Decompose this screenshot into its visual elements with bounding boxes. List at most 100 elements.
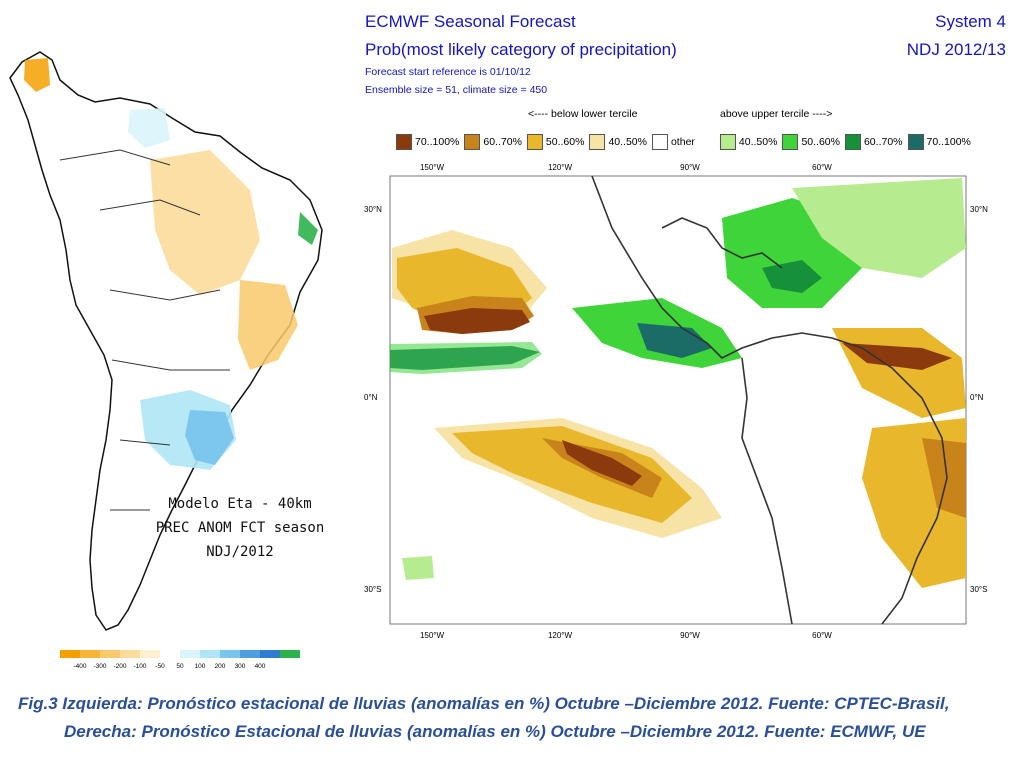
lon-tick-top: 120°W	[548, 163, 573, 172]
figure-caption: Fig.3 Izquierda: Pronóstico estacional d…	[18, 690, 1008, 746]
model-label: Modelo Eta - 40km PREC ANOM FCT season N…	[150, 492, 330, 564]
below-tercile-label: <---- below lower tercile	[528, 108, 638, 120]
ecmwf-subtitle: Prob(most likely category of precipitati…	[365, 40, 677, 59]
model-label-line-3: NDJ/2012	[206, 544, 274, 560]
patch-darkgreen-caribbean	[762, 260, 822, 293]
lon-tick-bottom: 120°W	[548, 631, 573, 640]
lat-tick-right: 30°N	[970, 205, 988, 214]
anomaly-patch-yellow-east	[238, 280, 298, 370]
legend-item: other	[651, 134, 695, 150]
country-borders	[59, 149, 230, 511]
colorbar-tick-label: 400	[255, 663, 266, 670]
colorbar-segment	[80, 650, 100, 658]
colorbar-tick-label: -200	[113, 663, 126, 670]
colorbar-segment	[100, 650, 120, 658]
ecmwf-title: ECMWF Seasonal Forecast	[365, 12, 576, 31]
legend-item: 40..50%	[589, 134, 647, 150]
legend-label: 50..60%	[801, 136, 840, 148]
legend-swatch	[464, 134, 481, 150]
legend-swatch	[651, 134, 668, 150]
lon-tick-top: 150°W	[420, 163, 445, 172]
lon-tick-bottom: 90°W	[680, 631, 700, 640]
colorbar-tick-label: 300	[235, 663, 246, 670]
colorbar-segment	[240, 650, 260, 658]
anomaly-patch-green-coast	[298, 212, 318, 245]
patch-yellow-south-pacific	[452, 426, 692, 523]
colorbar-segment	[180, 650, 200, 658]
model-label-line-2: PREC ANOM FCT season	[155, 520, 325, 536]
ecmwf-probability-map: 150°W 120°W 90°W 60°W 150°W 120°W 90°W 60°W 30°N…	[364, 163, 988, 640]
lon-tick-bottom: 60°W	[812, 631, 832, 640]
anomaly-patch-lightblue-amazon	[128, 108, 170, 148]
left-colorbar: -400 -300 -200 -100 -50 50 100 200 300 400	[60, 650, 300, 670]
lon-tick-bottom: 150°W	[420, 631, 445, 640]
legend-item: 70..100%	[396, 134, 459, 150]
probability-legend: 70..100% 60..70% 50..60% 40..50% other 40..50…	[396, 134, 976, 150]
patch-lightgreen-atlantic	[792, 178, 966, 278]
south-america-eta-map	[9, 51, 323, 631]
legend-label: 60..70%	[483, 136, 522, 148]
forecast-start-text: Forecast start reference is 01/10/12	[365, 66, 531, 78]
legend-label: 50..60%	[545, 136, 585, 148]
colorbar-segment	[160, 650, 180, 658]
legend-swatch	[719, 134, 736, 150]
legend-swatch	[907, 134, 924, 150]
anomaly-patch-orange-north	[24, 58, 50, 92]
patch-green-equator-west	[390, 342, 542, 374]
colorbar-tick-label: -50	[155, 663, 165, 670]
legend-label: other	[670, 136, 695, 148]
legend-label: 70..100%	[415, 136, 460, 148]
caption-line-1: Fig.3 Izquierda: Pronóstico estacional d…	[18, 694, 950, 713]
colorbar-tick-label: -300	[93, 663, 106, 670]
colorbar-segment	[220, 650, 240, 658]
patch-teal-central-america	[637, 323, 712, 358]
colorbar-tick-label: 200	[215, 663, 226, 670]
legend-swatch	[782, 134, 799, 150]
patch-brown-south-pacific	[562, 440, 642, 486]
lat-tick-right: 30°S	[970, 585, 987, 594]
ensemble-size-text: Ensemble size = 51, climate size = 450	[365, 84, 548, 96]
caption-line-2: Derecha: Pronóstico Estacional de lluvia…	[64, 722, 926, 741]
system-label: System 4	[935, 12, 1006, 31]
legend-label: 40..50%	[738, 136, 778, 148]
anomaly-patch-beige-central	[150, 150, 260, 295]
lat-tick-left: 0°N	[364, 393, 378, 402]
legend-label: 40..50%	[608, 136, 647, 148]
lon-tick-top: 60°W	[812, 163, 832, 172]
model-label-line-1: Modelo Eta - 40km	[168, 496, 312, 512]
legend-label: 60..70%	[863, 136, 903, 148]
period-label: NDJ 2012/13	[906, 40, 1006, 59]
legend-item: 60..70%	[844, 134, 903, 150]
above-tercile-label: above upper tercile ---->	[720, 108, 833, 120]
colorbar-segment	[60, 650, 80, 658]
legend-swatch	[589, 134, 606, 150]
colorbar-segment	[280, 650, 300, 658]
legend-swatch	[844, 134, 861, 150]
colorbar-tick-label: 50	[176, 663, 184, 670]
legend-item: 70..100%	[907, 134, 971, 150]
patch-orange-brazil-east	[922, 438, 966, 518]
legend-item: 60..70%	[464, 134, 522, 150]
lat-tick-left: 30°S	[364, 585, 381, 594]
patch-brown-north-pacific	[424, 308, 530, 334]
lat-tick-right: 0°N	[970, 393, 984, 402]
colorbar-segment	[260, 650, 280, 658]
lat-tick-left: 30°N	[364, 205, 382, 214]
colorbar-segment	[120, 650, 140, 658]
colorbar-tick-label: 100	[195, 663, 206, 670]
patch-lightgreen-south	[402, 556, 434, 580]
legend-item: 40..50%	[719, 134, 778, 150]
colorbar-tick-label: -400	[73, 663, 86, 670]
anomaly-patch-blue-south	[185, 410, 234, 465]
colorbar-tick-label: -100	[133, 663, 146, 670]
colorbar-segment	[140, 650, 160, 658]
legend-label: 70..100%	[926, 136, 971, 148]
lon-tick-top: 90°W	[680, 163, 700, 172]
legend-swatch	[526, 134, 543, 150]
legend-item: 50..60%	[782, 134, 840, 150]
patch-brown-amazon	[842, 343, 952, 370]
legend-swatch	[396, 134, 412, 150]
colorbar-segment	[200, 650, 220, 658]
legend-item: 50..60%	[526, 134, 585, 150]
coastline-americas	[591, 175, 948, 625]
